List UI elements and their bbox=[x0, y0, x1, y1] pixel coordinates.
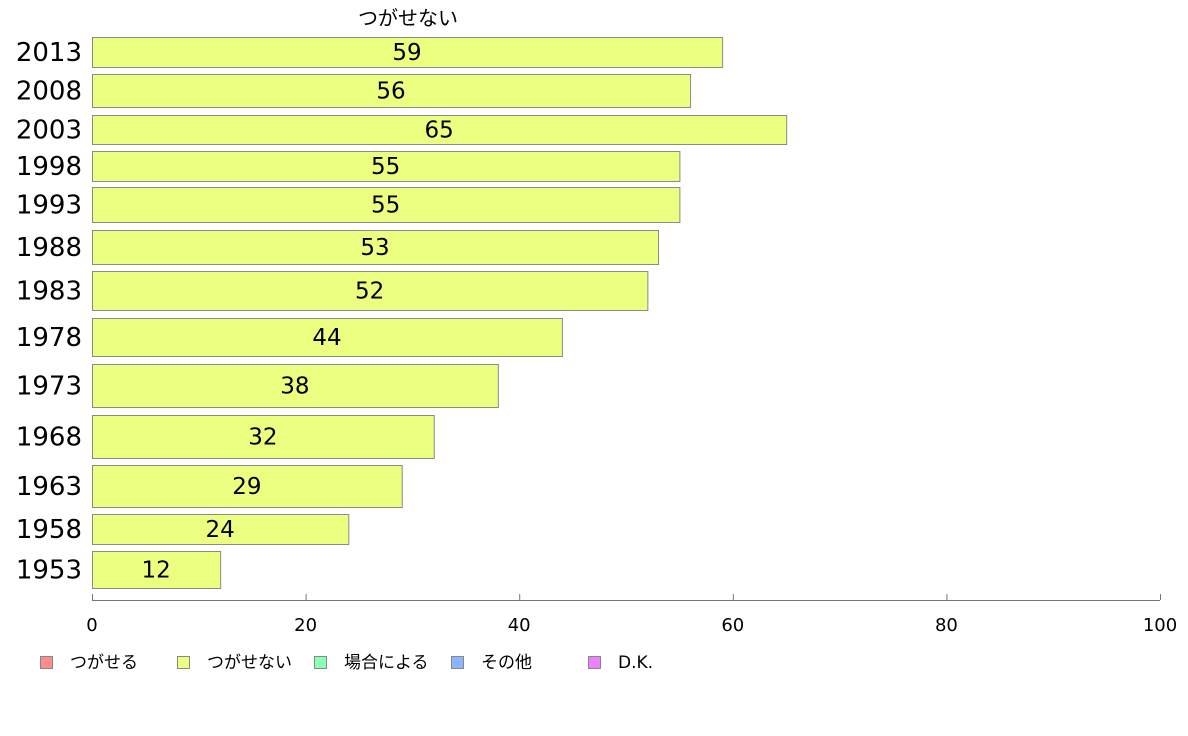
category-label-1973: 1973 bbox=[16, 372, 82, 402]
data-label-1968: 32 bbox=[248, 425, 277, 451]
column-title: つがせない bbox=[358, 6, 458, 30]
bar-1988 bbox=[92, 230, 660, 265]
data-label-1988: 53 bbox=[360, 235, 389, 261]
data-label-1978: 44 bbox=[312, 325, 341, 351]
legend-label-2: 場合による bbox=[344, 653, 429, 673]
category-label-1988: 1988 bbox=[16, 233, 82, 263]
legend-swatch-1 bbox=[177, 656, 190, 669]
data-label-1953: 12 bbox=[141, 558, 170, 584]
legend-swatch-4 bbox=[588, 656, 601, 669]
bar-1978 bbox=[92, 318, 563, 357]
legend-label-4: D.K. bbox=[618, 653, 653, 673]
category-label-2008: 2008 bbox=[16, 77, 82, 107]
category-label-1953: 1953 bbox=[16, 556, 82, 586]
bar-1998 bbox=[92, 151, 681, 182]
category-label-2003: 2003 bbox=[16, 116, 82, 146]
legend-label-1: つがせない bbox=[207, 653, 292, 673]
category-label-1998: 1998 bbox=[16, 152, 82, 182]
legend-swatch-2 bbox=[314, 656, 327, 669]
bar-1963 bbox=[92, 465, 403, 508]
data-label-1958: 24 bbox=[206, 517, 235, 543]
legend-label-3: その他 bbox=[481, 653, 532, 673]
x-tick-label-60: 60 bbox=[721, 615, 744, 636]
category-label-1958: 1958 bbox=[16, 515, 82, 545]
bar-2003 bbox=[92, 115, 788, 145]
bar-2008 bbox=[92, 74, 692, 108]
data-label-1963: 29 bbox=[232, 474, 261, 500]
legend-swatch-0 bbox=[40, 656, 53, 669]
x-tick-label-20: 20 bbox=[294, 615, 317, 636]
x-tick-label-40: 40 bbox=[508, 615, 531, 636]
bar-2013 bbox=[92, 37, 724, 68]
category-label-1983: 1983 bbox=[16, 277, 82, 307]
bar-1983 bbox=[92, 271, 649, 311]
data-label-1973: 38 bbox=[280, 374, 309, 400]
legend-swatch-3 bbox=[451, 656, 464, 669]
data-label-2008: 56 bbox=[376, 79, 405, 105]
x-tick-label-80: 80 bbox=[935, 615, 958, 636]
category-label-2013: 2013 bbox=[16, 38, 82, 68]
x-tick-label-0: 0 bbox=[86, 615, 97, 636]
legend-label-0: つがせる bbox=[70, 653, 138, 673]
category-label-1968: 1968 bbox=[16, 423, 82, 453]
data-label-1993: 55 bbox=[371, 193, 400, 219]
bar-1968 bbox=[92, 415, 435, 459]
bar-1993 bbox=[92, 187, 681, 223]
data-label-2003: 65 bbox=[424, 118, 453, 144]
data-label-1998: 55 bbox=[371, 154, 400, 180]
category-label-1963: 1963 bbox=[16, 472, 82, 502]
data-label-2013: 59 bbox=[392, 40, 421, 66]
bar-1973 bbox=[92, 364, 499, 408]
data-label-1983: 52 bbox=[355, 279, 384, 305]
category-label-1993: 1993 bbox=[16, 191, 82, 221]
bar-1958 bbox=[92, 514, 350, 545]
category-label-1978: 1978 bbox=[16, 323, 82, 353]
bar-1953 bbox=[92, 551, 222, 589]
x-tick-label-100: 100 bbox=[1143, 615, 1177, 636]
